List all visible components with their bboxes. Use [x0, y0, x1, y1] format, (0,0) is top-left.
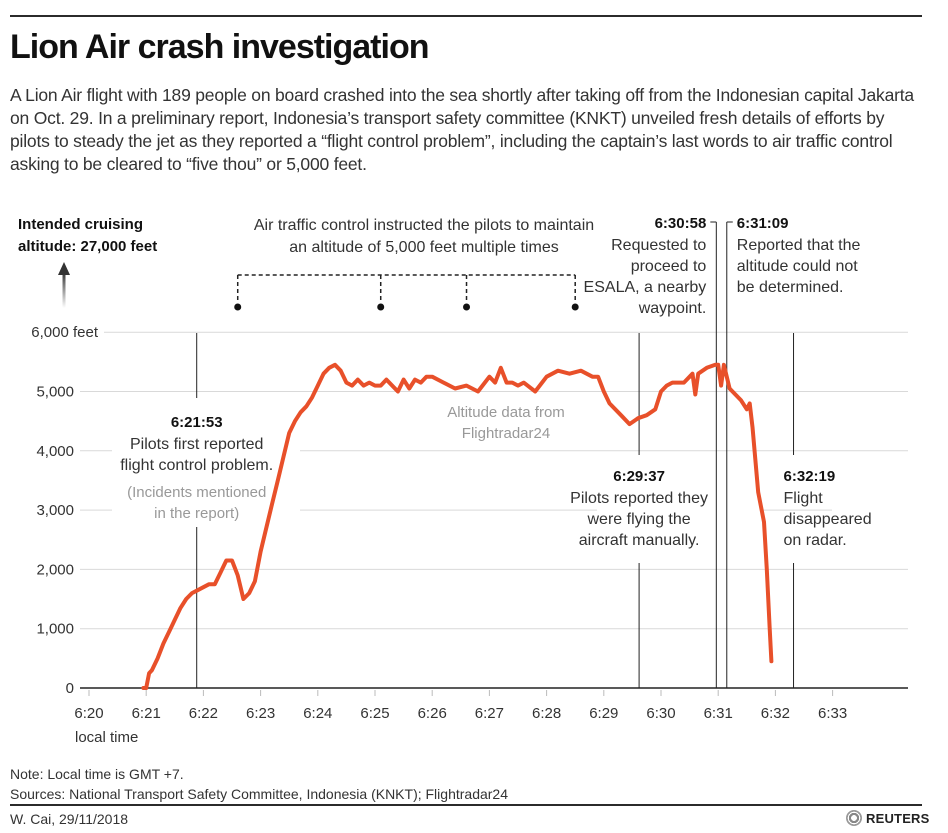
- atc-text: Air traffic control instructed the pilot…: [254, 217, 594, 234]
- label-background: [832, 458, 942, 558]
- footnotes: Note: Local time is GMT +7. Sources: Nat…: [10, 764, 508, 804]
- up-arrow-icon: [58, 262, 70, 275]
- event-text: Pilots first reported: [130, 436, 263, 453]
- x-tick-label: 6:29: [589, 705, 618, 722]
- altitude-chart: 0 1,000 2,000 3,000 4,000 5,000 6,000 feet 6:2…: [18, 215, 942, 746]
- event-text: altitude could not: [737, 258, 859, 275]
- y-tick-label: 4,000: [36, 443, 74, 460]
- data-source-label: Flightradar24: [462, 425, 550, 442]
- event-text: were flying the: [587, 511, 691, 528]
- y-tick-label: 1,000: [36, 621, 74, 638]
- x-axis: 6:20 6:21 6:22 6:23 6:24 6:25 6:26 6:27 6:28 6:29…: [74, 690, 847, 746]
- event-text: be determined.: [737, 279, 844, 296]
- event-time: 6:32:19: [784, 468, 836, 485]
- event-time: 6:29:37: [613, 468, 665, 485]
- event-text: aircraft manually.: [579, 532, 700, 549]
- x-tick-label: 6:32: [761, 705, 790, 722]
- y-tick-label: 0: [66, 680, 74, 697]
- reuters-logo-icon: [846, 810, 862, 826]
- event-text: on radar.: [784, 532, 847, 549]
- event-text: Reported that the: [737, 237, 861, 254]
- event-text: Pilots reported they: [570, 490, 708, 507]
- data-source-label: Altitude data from: [447, 404, 565, 421]
- event-text: waypoint.: [638, 300, 707, 317]
- y-tick-label: 5,000: [36, 384, 74, 401]
- chart-labels: Intended cruising altitude: 27,000 feet Al…: [18, 216, 565, 442]
- cruising-altitude-label: Intended cruising: [18, 216, 143, 233]
- x-tick-label: 6:25: [360, 705, 389, 722]
- atc-annotation: Air traffic control instructed the pilot…: [234, 217, 594, 311]
- x-tick-label: 6:31: [704, 705, 733, 722]
- event-time: 6:31:09: [737, 215, 789, 232]
- reuters-logo-text: REUTERS: [866, 810, 930, 826]
- atc-instruction-dot: [377, 303, 385, 311]
- event-time: 6:21:53: [171, 414, 223, 431]
- event-text: ESALA, a nearby: [584, 279, 707, 296]
- label-background: [112, 400, 300, 525]
- x-tick-label: 6:26: [418, 705, 447, 722]
- top-rule: [10, 15, 922, 17]
- x-tick-label: 6:23: [246, 705, 275, 722]
- altitude-line: [141, 362, 774, 690]
- event-text: Flight: [784, 490, 824, 507]
- event-text: disappeared: [784, 511, 872, 528]
- reuters-logo: REUTERS: [846, 810, 930, 826]
- time-note: Note: Local time is GMT +7.: [10, 766, 184, 782]
- x-tick-label: 6:24: [303, 705, 332, 722]
- event-annotations: 6:21:53 Pilots first reported flight contr…: [112, 215, 942, 688]
- y-axis: 0 1,000 2,000 3,000 4,000 5,000 6,000 feet: [31, 324, 99, 697]
- atc-instruction-dot: [463, 303, 471, 311]
- x-tick-label: 6:27: [475, 705, 504, 722]
- up-arrow-shaft: [62, 272, 66, 308]
- x-tick-label: 6:21: [132, 705, 161, 722]
- x-tick-label: 6:33: [818, 705, 847, 722]
- x-tick-label: 6:30: [646, 705, 675, 722]
- x-tick-label: 6:20: [74, 705, 103, 722]
- atc-instruction-dot: [234, 303, 242, 311]
- y-tick-label: 3,000: [36, 502, 74, 519]
- label-background: [597, 458, 762, 558]
- sources: Sources: National Transport Safety Commi…: [10, 786, 508, 802]
- event-note: in the report): [154, 505, 239, 522]
- event-time: 6:30:58: [655, 215, 707, 232]
- event-text: proceed to: [631, 258, 707, 275]
- event-text: Requested to: [611, 237, 706, 254]
- x-tick-label: 6:28: [532, 705, 561, 722]
- atc-instruction-dot: [571, 303, 579, 311]
- chart-title: Lion Air crash investigation: [10, 28, 429, 66]
- event-note: (Incidents mentioned: [127, 484, 266, 501]
- cruising-altitude-label: altitude: 27,000 feet: [18, 238, 157, 255]
- atc-text: an altitude of 5,000 feet multiple times: [289, 239, 559, 256]
- y-tick-label: 6,000 feet: [31, 324, 99, 341]
- byline: W. Cai, 29/11/2018: [10, 811, 129, 827]
- bottom-rule: [10, 804, 922, 806]
- x-tick-label: 6:22: [189, 705, 218, 722]
- event-text: flight control problem.: [120, 457, 273, 474]
- chart-subtitle: A Lion Air flight with 189 people on boa…: [10, 85, 914, 174]
- x-axis-label: local time: [75, 729, 138, 746]
- y-tick-label: 2,000: [36, 561, 74, 578]
